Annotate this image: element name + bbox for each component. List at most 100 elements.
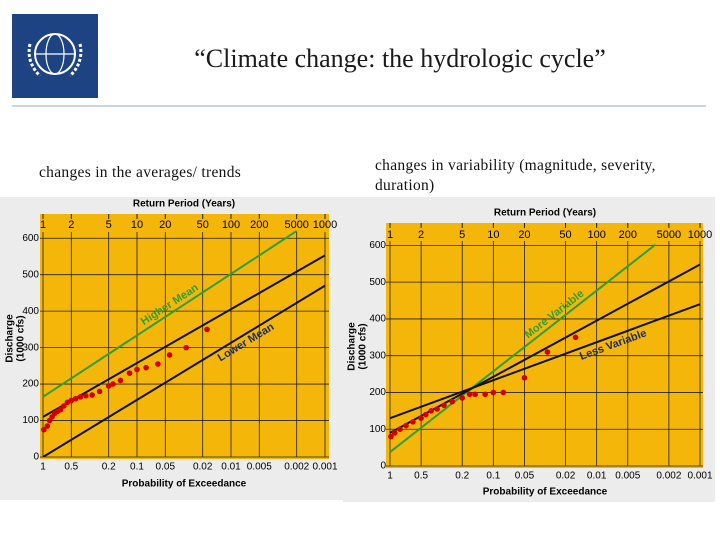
x-tick-label: 0.5	[414, 471, 428, 482]
x2-tick-label: 20	[159, 219, 171, 231]
x2-tick-label: 5000	[284, 219, 308, 231]
x2-tick-label: 1	[387, 229, 393, 241]
y-axis-label: Discharge	[5, 314, 16, 363]
data-point	[61, 403, 67, 409]
data-point	[403, 422, 409, 429]
data-point	[68, 397, 75, 404]
data-point	[482, 391, 488, 398]
y-tick-label: 400	[369, 314, 386, 325]
line	[42, 254, 326, 418]
line	[42, 284, 326, 457]
data-point	[134, 366, 140, 373]
x-tick-label: 1	[40, 462, 46, 473]
x-tick-label: 0.005	[615, 471, 640, 482]
y-tick-label: 300	[369, 350, 386, 361]
line	[389, 303, 701, 420]
x-tick-label: 0.01	[221, 462, 241, 473]
caption: changes in variability (magnitude, sever…	[375, 157, 656, 194]
data-point	[204, 326, 210, 333]
x-tick-label: 0.02	[193, 462, 213, 473]
data-point	[96, 388, 103, 395]
data-point	[544, 349, 551, 355]
x-tick-label: 0.02	[556, 471, 576, 482]
data-point	[155, 361, 161, 367]
x-tick-label: 0.2	[455, 471, 469, 482]
x2-tick-label: 50	[197, 219, 209, 231]
y-tick-label: 200	[369, 387, 386, 398]
x2-tick-label: 10	[131, 219, 143, 231]
y-axis-label: Discharge	[347, 322, 358, 371]
data-point	[500, 389, 507, 396]
plot	[388, 243, 701, 453]
data-point	[41, 426, 47, 433]
x2-tick-label: 50	[559, 229, 571, 241]
x-tick-label: 0.002	[284, 462, 309, 473]
x-tick-label: 0.01	[587, 471, 607, 482]
slide-title: “Climate change: the hydrologic cycle”	[194, 44, 606, 73]
data-point	[572, 334, 579, 341]
y-tick-label: 100	[369, 424, 386, 435]
x2-axis-label: Return Period (Years)	[133, 199, 235, 210]
y-tick-label: 300	[22, 342, 39, 353]
data-point	[183, 344, 189, 351]
x2-tick-label: 5	[106, 219, 112, 231]
y-tick-label: 500	[369, 277, 386, 288]
data-point	[466, 391, 473, 398]
data-point	[126, 370, 133, 376]
x2-tick-label: 100	[222, 219, 240, 231]
data-point	[472, 391, 478, 398]
data-point	[143, 364, 149, 371]
plot	[41, 230, 326, 457]
data-point	[391, 430, 398, 436]
x-axis-label: Probability of Exceedance	[483, 487, 608, 498]
x-axis-label: Probability of Exceedance	[122, 479, 247, 490]
data-point	[434, 406, 440, 412]
x2-tick-label: 1	[40, 219, 46, 231]
x2-tick-label: 1000	[688, 229, 712, 241]
x-tick-label: 0.2	[102, 462, 116, 473]
data-point	[105, 383, 112, 389]
y-tick-label: 200	[22, 379, 39, 390]
x2-tick-label: 200	[619, 229, 637, 241]
x2-tick-label: 10	[487, 229, 499, 241]
x-tick-label: 0.05	[156, 462, 176, 473]
x-tick-label: 0.005	[247, 462, 272, 473]
y-tick-label: 0	[380, 461, 386, 472]
data-point	[490, 389, 497, 396]
caption: changes in the averages/ trends	[39, 164, 242, 181]
x2-tick-label: 200	[250, 219, 268, 231]
y-tick-label: 0	[33, 452, 39, 463]
data-point	[410, 419, 416, 425]
data-point	[57, 406, 64, 413]
y-tick-label: 500	[22, 269, 39, 280]
x2-tick-label: 5	[459, 229, 465, 241]
data-point	[388, 433, 394, 440]
x-tick-label: 0.5	[64, 462, 78, 473]
data-point	[428, 408, 434, 414]
data-point	[397, 426, 403, 433]
x2-tick-label: 100	[587, 229, 605, 241]
y-tick-label: 400	[22, 306, 39, 317]
data-point	[449, 398, 456, 405]
data-point	[441, 402, 447, 409]
data-point	[521, 374, 528, 381]
x2-tick-label: 2	[418, 229, 424, 241]
plot-area	[386, 223, 703, 468]
data-point	[459, 395, 466, 401]
data-point	[89, 392, 95, 398]
data-point	[423, 411, 429, 418]
x-tick-label: 0.001	[312, 462, 337, 473]
data-point	[72, 395, 79, 402]
y-axis-label: (1000 cfs)	[358, 323, 369, 369]
y-tick-label: 600	[369, 240, 386, 251]
data-point	[117, 377, 124, 384]
data-point	[166, 352, 173, 358]
x-tick-label: 1	[387, 471, 393, 482]
x2-tick-label: 5000	[657, 229, 681, 241]
line	[389, 243, 657, 453]
data-point	[83, 392, 89, 399]
